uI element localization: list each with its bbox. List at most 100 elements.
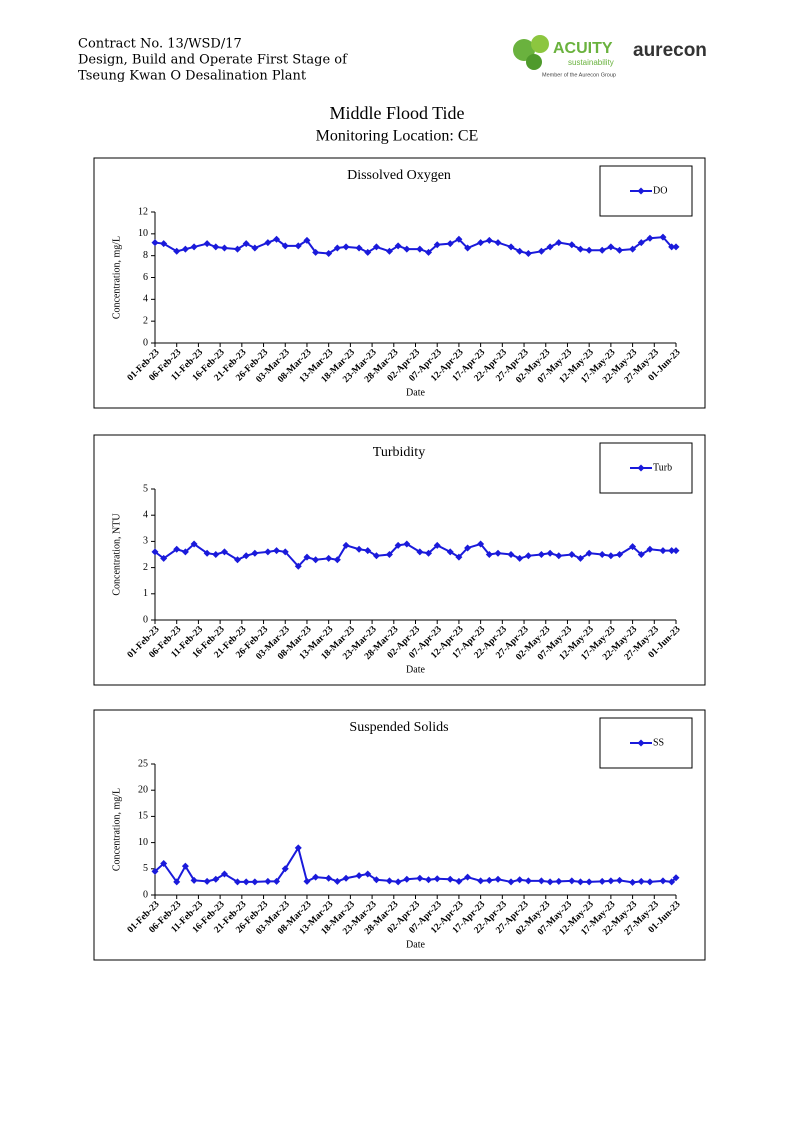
point-marker: [394, 541, 402, 549]
point-marker: [403, 540, 411, 548]
point-marker: [446, 240, 454, 248]
point-marker: [494, 549, 502, 557]
point-marker: [659, 547, 667, 555]
page-title: Middle Flood Tide: [329, 103, 464, 123]
point-marker: [568, 551, 576, 558]
logo-circle: [526, 54, 542, 70]
point-marker: [212, 243, 220, 251]
point-marker: [364, 248, 372, 256]
point-marker: [629, 245, 637, 253]
y-tick-label: 5: [143, 483, 148, 494]
point-marker: [294, 844, 302, 852]
point-marker: [160, 554, 168, 562]
point-marker: [151, 548, 159, 556]
point-marker: [555, 552, 563, 560]
legend-label: DO: [653, 185, 667, 196]
point-marker: [385, 551, 393, 558]
y-tick-label: 0: [143, 614, 148, 625]
point-marker: [507, 551, 515, 558]
y-tick-label: 2: [143, 562, 148, 573]
point-marker: [303, 236, 311, 244]
point-marker: [659, 877, 667, 885]
point-marker: [464, 544, 472, 552]
point-marker: [355, 244, 363, 252]
point-marker: [203, 877, 211, 885]
point-marker: [446, 548, 454, 556]
point-marker: [425, 876, 433, 884]
point-marker: [546, 243, 554, 251]
y-tick-label: 15: [138, 811, 148, 822]
point-marker: [546, 878, 554, 886]
point-marker: [203, 549, 211, 557]
y-axis-label: Concentration, mg/L: [111, 236, 122, 319]
point-marker: [342, 243, 350, 251]
point-marker: [455, 553, 463, 561]
point-marker: [433, 241, 441, 249]
point-marker: [485, 551, 493, 558]
page-subtitle: Monitoring Location: CE: [316, 128, 479, 145]
y-tick-label: 0: [143, 337, 148, 348]
point-marker: [477, 540, 485, 548]
point-marker: [607, 877, 615, 885]
point-marker: [160, 240, 168, 248]
point-marker: [607, 243, 615, 251]
point-marker: [507, 243, 515, 251]
point-marker: [629, 878, 637, 886]
point-marker: [264, 877, 272, 885]
point-marker: [477, 239, 485, 247]
point-marker: [485, 876, 493, 884]
point-marker: [672, 874, 680, 882]
point-marker: [598, 877, 606, 885]
point-marker: [325, 554, 333, 562]
chart-title: Turbidity: [373, 445, 425, 460]
point-marker: [576, 245, 584, 253]
y-tick-label: 25: [138, 758, 148, 769]
point-marker: [646, 878, 654, 886]
point-marker: [598, 551, 606, 558]
point-marker: [576, 878, 584, 886]
point-marker: [333, 556, 341, 564]
point-marker: [416, 548, 424, 556]
legend-label: Turb: [653, 462, 672, 473]
point-marker: [464, 873, 472, 881]
header-line: Tseung Kwan O Desalination Plant: [78, 69, 307, 84]
aurecon-logo: aurecon: [633, 40, 707, 61]
point-marker: [273, 547, 281, 555]
point-marker: [273, 235, 281, 243]
chart-frame: [93, 434, 706, 686]
point-marker: [294, 562, 302, 570]
point-marker: [416, 245, 424, 253]
point-marker: [477, 877, 485, 885]
point-marker: [251, 244, 259, 252]
point-marker: [151, 239, 159, 247]
point-marker: [394, 242, 402, 250]
header-line: Contract No. 13/WSD/17: [78, 37, 242, 52]
series-line: [154, 845, 677, 884]
point-marker: [637, 239, 645, 247]
point-marker: [173, 545, 181, 553]
point-marker: [416, 874, 424, 882]
point-marker: [325, 249, 333, 257]
logo-text: Member of the Aurecon Group: [542, 72, 616, 78]
y-tick-label: 1: [143, 588, 148, 599]
header-line: Design, Build and Operate First Stage of: [78, 53, 348, 68]
acuity-logo: ACUITY sustainability Member of the Aure…: [513, 35, 616, 78]
point-marker: [333, 877, 341, 885]
chart-frame: [93, 709, 706, 961]
point-marker: [190, 876, 198, 884]
point-marker: [524, 877, 532, 885]
point-marker: [364, 870, 372, 878]
point-marker: [668, 547, 676, 555]
chart-title: Suspended Solids: [349, 720, 448, 735]
point-marker: [524, 249, 532, 257]
y-tick-label: 6: [143, 272, 148, 283]
point-marker: [585, 549, 593, 557]
point-marker: [629, 543, 637, 551]
point-marker: [342, 874, 350, 882]
point-marker: [220, 870, 228, 878]
point-marker: [212, 551, 220, 558]
point-marker: [494, 875, 502, 883]
point-marker: [242, 240, 250, 248]
y-tick-label: 12: [138, 206, 148, 217]
